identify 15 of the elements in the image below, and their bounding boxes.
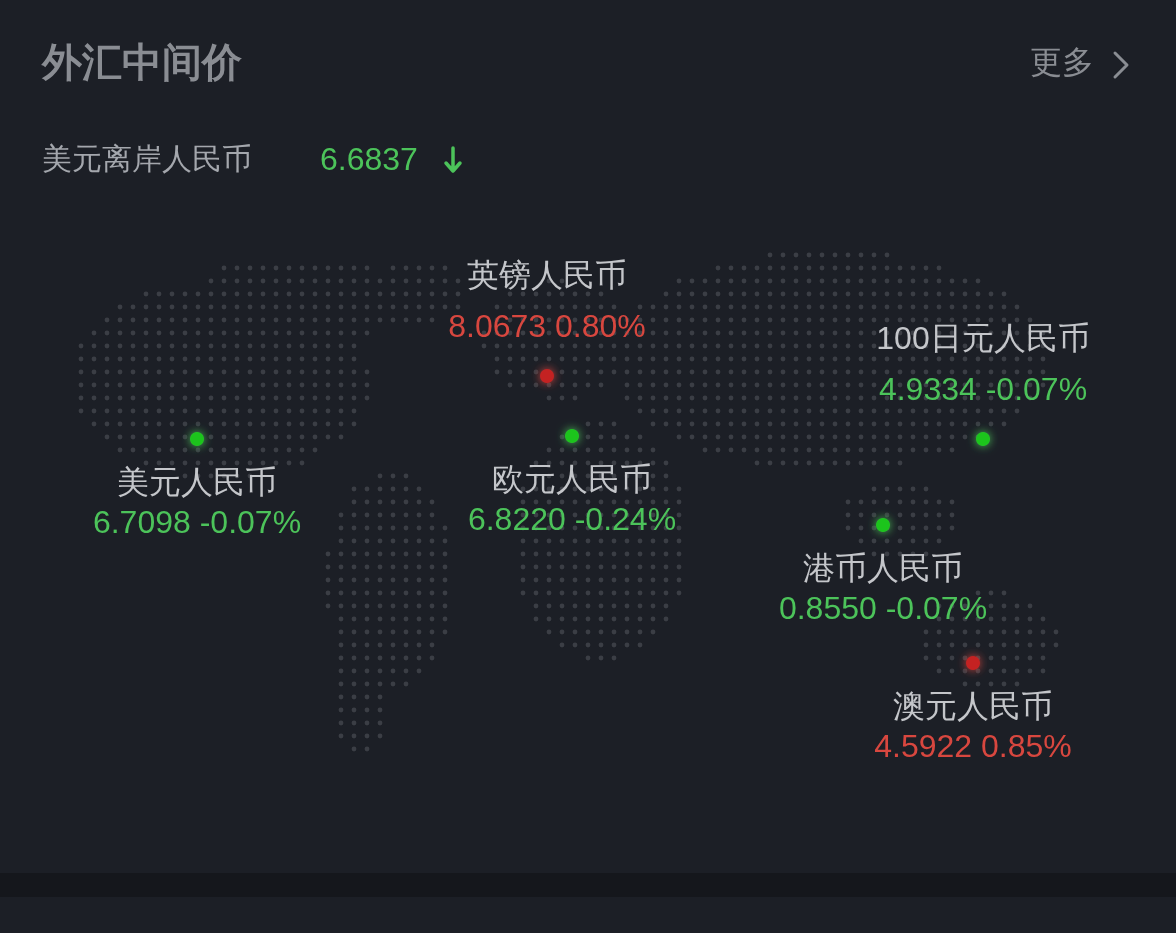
- category-label: 澳元人民币: [893, 688, 1053, 724]
- category-label: 港币人民币: [803, 550, 963, 586]
- data-label: 8.0673 0.80%: [448, 308, 646, 344]
- data-label: 4.9334 -0.07%: [878, 371, 1088, 407]
- text: 更多: [1030, 44, 1094, 80]
- text: 外汇中间价: [41, 40, 243, 84]
- category-label: 100日元人民币: [876, 320, 1090, 356]
- category-label: 美元人民币: [117, 464, 277, 500]
- text: 美元离岸人民币 6.6837: [42, 141, 418, 177]
- data-label: 0.8550 -0.07%: [778, 590, 988, 626]
- data-label: 4.5922 0.85%: [874, 728, 1072, 764]
- category-label: 英镑人民币: [467, 257, 627, 293]
- category-label: 欧元人民币: [492, 461, 652, 497]
- data-label: 6.7098 -0.07%: [92, 504, 302, 540]
- data-label: 6.8220 -0.24%: [467, 501, 677, 537]
